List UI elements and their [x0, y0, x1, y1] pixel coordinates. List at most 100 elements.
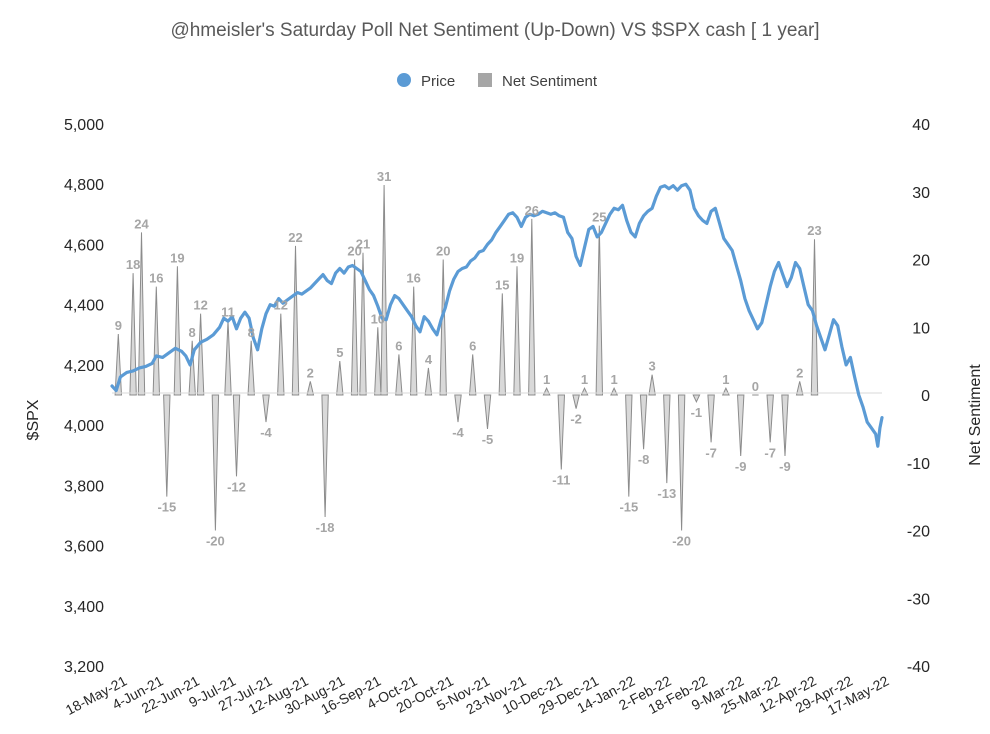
sentiment-spike	[781, 394, 789, 457]
right-tick-label: -10	[907, 456, 930, 473]
sentiment-spike	[580, 387, 589, 396]
sentiment-data-label: 8	[248, 325, 255, 340]
sentiment-data-label: 10	[371, 311, 385, 326]
sentiment-spike	[359, 252, 367, 396]
legend: Price Net Sentiment	[397, 73, 598, 90]
sentiment-spike	[557, 394, 566, 470]
legend-price-marker	[397, 73, 411, 87]
left-tick-label: 4,600	[64, 237, 104, 254]
sentiment-spike	[483, 394, 492, 429]
sentiment-spike	[766, 394, 774, 443]
sentiment-data-label: 11	[221, 304, 235, 319]
sentiment-data-label: 19	[510, 250, 524, 265]
sentiment-spike	[291, 245, 300, 396]
sentiment-data-label: 2	[796, 365, 803, 380]
sentiment-data-label: 25	[592, 210, 606, 225]
sentiment-spike	[196, 313, 205, 396]
sentiment-spike	[211, 394, 220, 531]
sentiment-spike	[572, 394, 580, 409]
left-tick-label: 3,200	[64, 659, 104, 676]
sentiment-spike	[380, 184, 388, 396]
sentiment-spike	[721, 387, 730, 396]
sentiment-data-label: 21	[356, 237, 370, 252]
sentiment-spike	[129, 273, 137, 396]
left-tick-label: 3,400	[64, 599, 104, 616]
sentiment-data-labels: 9182416-1519812-2011-128-412222-18520211…	[115, 169, 822, 549]
right-tick-label: 0	[921, 388, 930, 405]
sentiment-data-label: -1	[691, 405, 703, 420]
right-axis-ticks: -40 -30 -20 -10 0 10 20 30 40	[907, 117, 930, 676]
sentiment-spike	[336, 361, 344, 396]
sentiment-spike	[677, 394, 686, 531]
sentiment-spike	[350, 259, 359, 396]
sentiment-data-label: -4	[260, 425, 272, 440]
left-tick-label: 5,000	[64, 117, 104, 134]
left-tick-label: 4,200	[64, 358, 104, 375]
sentiment-data-label: 31	[377, 169, 391, 184]
legend-price-label: Price	[421, 73, 455, 90]
right-tick-label: -40	[907, 659, 930, 676]
price-series	[110, 182, 884, 448]
sentiment-data-label: -4	[452, 425, 464, 440]
sentiment-spike	[224, 320, 232, 396]
left-axis-title: $SPX	[25, 399, 42, 440]
sentiment-spike	[137, 232, 146, 396]
sentiment-data-label: 20	[436, 244, 450, 259]
sentiment-data-label: 24	[134, 216, 149, 231]
legend-sentiment-label: Net Sentiment	[502, 73, 598, 90]
sentiment-data-label: 15	[495, 277, 509, 292]
sentiment-spike	[639, 394, 648, 450]
sentiment-spike	[409, 286, 418, 396]
sentiment-spike	[610, 387, 619, 396]
sentiment-data-label: -18	[316, 520, 335, 535]
sentiment-spike	[232, 394, 241, 477]
sentiment-data-label: 12	[274, 298, 288, 313]
sentiment-spike	[648, 374, 656, 396]
sentiment-data-label: -5	[482, 432, 494, 447]
sentiment-spike	[152, 286, 161, 396]
sentiment-data-label: 3	[648, 359, 655, 374]
sentiment-spike	[277, 313, 285, 396]
sentiment-data-label: 16	[149, 271, 163, 286]
sentiment-spike	[595, 225, 604, 396]
sentiment-data-label: 22	[288, 230, 302, 245]
sentiment-data-label: -8	[638, 452, 650, 467]
legend-sentiment-marker	[478, 73, 492, 87]
sentiment-data-label: 0	[752, 379, 759, 394]
left-tick-label: 4,000	[64, 418, 104, 435]
sentiment-spike	[663, 394, 671, 484]
sentiment-spike	[247, 340, 255, 396]
sentiment-data-label: 1	[543, 372, 550, 387]
right-tick-label: 40	[912, 117, 930, 134]
sentiment-data-label: 2	[307, 365, 314, 380]
sentiment-spike	[625, 394, 633, 497]
sentiment-data-label: -9	[779, 459, 791, 474]
sentiment-data-label: -13	[657, 486, 676, 501]
right-tick-label: 10	[912, 320, 930, 337]
left-axis-ticks: 3,200 3,400 3,600 3,800 4,000 4,200 4,400 4,600…	[64, 117, 104, 676]
sentiment-data-label: -12	[227, 479, 246, 494]
sentiment-spike	[163, 394, 171, 497]
sentiment-data-label: 6	[469, 338, 476, 353]
right-tick-label: 20	[912, 253, 930, 270]
sentiment-spike	[173, 266, 182, 396]
sentiment-data-label: 18	[126, 257, 140, 272]
sentiment-data-label: 6	[395, 338, 402, 353]
sentiment-spike	[395, 354, 403, 396]
sentiment-data-label: 1	[581, 372, 588, 387]
sentiment-data-label: 9	[115, 318, 122, 333]
sentiment-data-label: -20	[672, 534, 691, 549]
sentiment-data-label: 5	[336, 345, 343, 360]
sentiment-spike	[692, 394, 701, 403]
sentiment-spike	[306, 381, 315, 396]
sentiment-series	[114, 184, 819, 531]
sentiment-spike	[542, 387, 551, 396]
sentiment-data-label: -9	[735, 459, 747, 474]
sentiment-spike	[736, 394, 745, 457]
x-axis-ticks: 18-May-214-Jun-2122-Jun-219-Jul-2127-Jul…	[63, 672, 892, 718]
sentiment-data-label: 16	[406, 271, 420, 286]
sentiment-data-label: -2	[570, 412, 582, 427]
right-tick-label: 30	[912, 185, 930, 202]
right-tick-label: -20	[907, 524, 930, 541]
